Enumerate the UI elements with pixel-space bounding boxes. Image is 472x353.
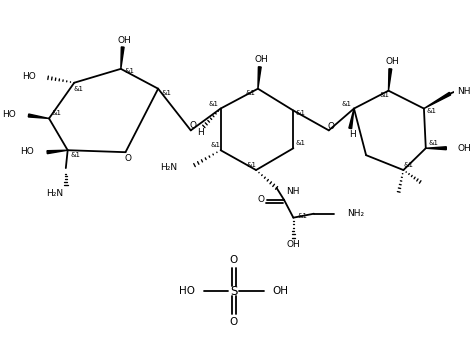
Polygon shape <box>349 108 354 129</box>
Text: OH: OH <box>385 58 399 66</box>
Text: &1: &1 <box>161 90 171 96</box>
Text: O: O <box>327 122 334 131</box>
Text: HO: HO <box>20 147 34 156</box>
Polygon shape <box>258 67 261 89</box>
Text: &1: &1 <box>403 162 413 168</box>
Text: HO: HO <box>22 72 36 81</box>
Text: &1: &1 <box>426 108 437 114</box>
Text: NH: NH <box>457 87 471 96</box>
Text: S: S <box>230 285 237 298</box>
Polygon shape <box>121 47 124 69</box>
Text: H: H <box>197 128 203 137</box>
Text: &1: &1 <box>428 140 438 146</box>
Polygon shape <box>426 147 447 150</box>
Text: NH: NH <box>286 187 299 196</box>
Text: &1: &1 <box>246 162 256 168</box>
Text: NH₂: NH₂ <box>347 209 364 218</box>
Text: H₂N: H₂N <box>46 189 63 198</box>
Polygon shape <box>388 69 392 91</box>
Text: &1: &1 <box>70 152 80 158</box>
Polygon shape <box>28 114 49 119</box>
Polygon shape <box>47 150 67 154</box>
Text: O: O <box>189 121 196 130</box>
Text: OH: OH <box>457 144 471 153</box>
Text: &1: &1 <box>380 92 390 98</box>
Polygon shape <box>424 92 451 108</box>
Text: &1: &1 <box>296 109 306 115</box>
Text: &1: &1 <box>74 86 84 92</box>
Text: &1: &1 <box>342 101 352 107</box>
Text: &1: &1 <box>124 68 134 74</box>
Text: OH: OH <box>118 36 131 44</box>
Text: OH: OH <box>255 55 269 65</box>
Text: &1: &1 <box>298 213 308 219</box>
Text: H₂N: H₂N <box>160 163 178 172</box>
Text: OH: OH <box>287 240 300 249</box>
Text: &1: &1 <box>296 140 306 146</box>
Text: HO: HO <box>2 110 16 119</box>
Text: &1: &1 <box>211 142 221 148</box>
Text: &1: &1 <box>208 101 218 107</box>
Text: &1: &1 <box>51 110 61 116</box>
Text: O: O <box>125 154 132 163</box>
Text: HO: HO <box>178 286 194 296</box>
Text: O: O <box>229 255 238 265</box>
Text: O: O <box>257 195 264 204</box>
Text: &1: &1 <box>245 90 255 96</box>
Text: OH: OH <box>273 286 289 296</box>
Text: H: H <box>349 130 355 139</box>
Text: O: O <box>229 317 238 327</box>
